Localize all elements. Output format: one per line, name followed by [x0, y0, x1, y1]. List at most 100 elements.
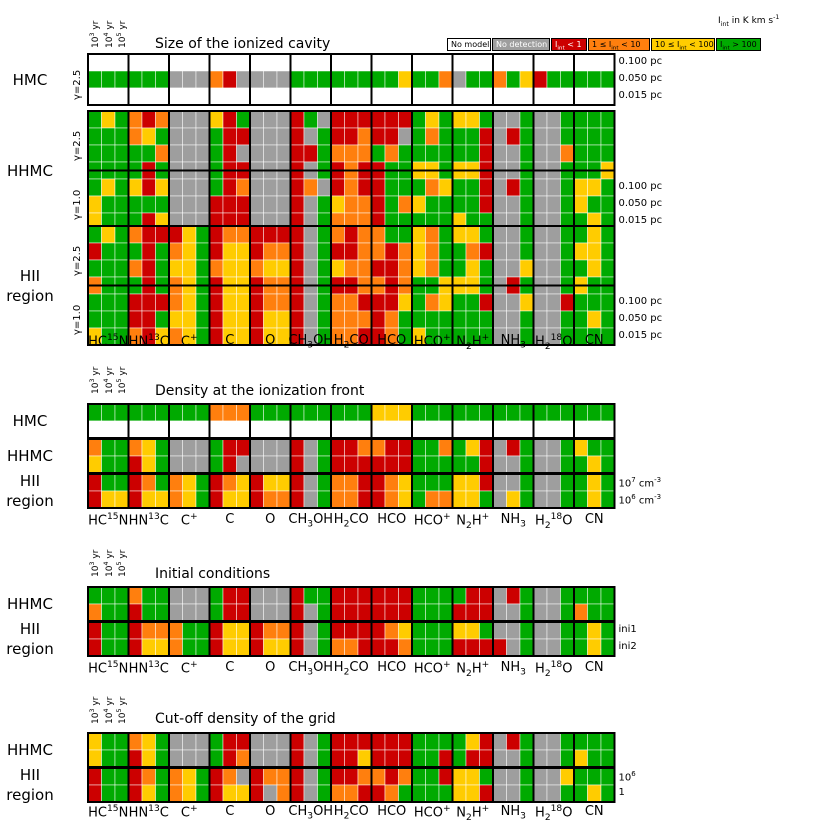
heatmap-cell [290, 70, 305, 89]
heatmap-cell [371, 144, 386, 163]
heatmap-cell [479, 178, 494, 197]
heatmap-cell [128, 767, 143, 786]
molecule-label: C [225, 512, 235, 527]
heatmap-cell [141, 127, 156, 146]
heatmap-cell [357, 293, 372, 312]
heatmap-cell [114, 403, 129, 422]
heatmap-cell [465, 403, 480, 422]
heatmap-cell [573, 767, 588, 786]
heatmap-cell [411, 403, 426, 422]
heatmap-cell [87, 259, 102, 278]
molecule-label: N2H+ [456, 512, 490, 531]
heatmap-cell [290, 110, 305, 129]
heatmap-cell [506, 455, 521, 474]
heatmap-cell [560, 490, 575, 509]
heatmap-cell [101, 87, 116, 106]
right-label: ini2 [618, 641, 637, 652]
heatmap-cell [290, 144, 305, 163]
heatmap-cell [101, 438, 116, 457]
heatmap-cell [195, 490, 210, 509]
heatmap-cell [303, 225, 318, 244]
heatmap-cell [384, 259, 399, 278]
heatmap-cell [195, 259, 210, 278]
heatmap-cell [114, 732, 129, 751]
heatmap-cell [546, 70, 561, 89]
heatmap-cell [479, 621, 494, 640]
heatmap-cell [141, 110, 156, 129]
heatmap-cell [452, 603, 467, 622]
heatmap-cell [384, 732, 399, 751]
heatmap-cell [492, 749, 507, 768]
heatmap-cell [168, 178, 183, 197]
heatmap-cell [249, 225, 264, 244]
heatmap-cell [209, 195, 224, 214]
heatmap-cell [303, 603, 318, 622]
heatmap-cell [438, 603, 453, 622]
heatmap-cell [411, 127, 426, 146]
heatmap-cell [560, 784, 575, 803]
heatmap-cell [276, 749, 291, 768]
heatmap-cell [519, 473, 534, 492]
heatmap-cell [195, 293, 210, 312]
heatmap-cell [263, 638, 278, 657]
heatmap-cell [263, 310, 278, 329]
heatmap-cell [438, 178, 453, 197]
heatmap-cell [371, 455, 386, 474]
gamma-label: γ=2.5 [72, 130, 83, 161]
heatmap-cell [303, 127, 318, 146]
heatmap-cell [155, 259, 170, 278]
heatmap-cell [101, 490, 116, 509]
heatmap-cell [236, 420, 251, 439]
heatmap-cell [479, 732, 494, 751]
molecule-label: N2H+ [456, 333, 490, 352]
heatmap-cell [479, 110, 494, 129]
gamma-label: γ=1.0 [72, 190, 83, 221]
heatmap-cell [263, 621, 278, 640]
heatmap-cell [290, 293, 305, 312]
legend-title: Iint in K km s-1 [718, 14, 780, 28]
heatmap-cell [317, 127, 332, 146]
heatmap-cell [195, 70, 210, 89]
heatmap-cell [114, 87, 129, 106]
heatmap-cell [492, 438, 507, 457]
heatmap-cell [398, 110, 413, 129]
heatmap-cell [344, 732, 359, 751]
heatmap-cell [452, 732, 467, 751]
heatmap-cell [303, 293, 318, 312]
heatmap-cell [236, 767, 251, 786]
heatmap-cell [573, 293, 588, 312]
heatmap-cell [87, 603, 102, 622]
heatmap-cell [506, 403, 521, 422]
heatmap-cell [465, 53, 480, 72]
heatmap-cell [357, 621, 372, 640]
heatmap-cell [411, 420, 426, 439]
heatmap-cell [222, 438, 237, 457]
heatmap-cell [519, 603, 534, 622]
heatmap-cell [465, 70, 480, 89]
heatmap-cell [533, 603, 548, 622]
legend-item-w: No model [447, 38, 491, 51]
heatmap-cell [506, 490, 521, 509]
heatmap-cell [533, 403, 548, 422]
right-label: ini1 [618, 624, 637, 635]
heatmap-cell [330, 195, 345, 214]
heatmap-cell [600, 749, 615, 768]
heatmap-cell [573, 110, 588, 129]
heatmap-cell [303, 420, 318, 439]
heatmap-cell [384, 603, 399, 622]
heatmap-cell [182, 767, 197, 786]
heatmap-cell [560, 638, 575, 657]
heatmap-cell [303, 438, 318, 457]
heatmap-cell [276, 621, 291, 640]
heatmap-cell [222, 490, 237, 509]
heatmap-cell [303, 144, 318, 163]
heatmap-cell [573, 127, 588, 146]
heatmap-cell [276, 110, 291, 129]
heatmap-cell [290, 621, 305, 640]
heatmap-block [87, 53, 616, 106]
molecule-label: CN [584, 804, 604, 819]
heatmap-cell [357, 784, 372, 803]
heatmap-cell [398, 242, 413, 261]
heatmap-cell [438, 767, 453, 786]
heatmap-cell [276, 586, 291, 605]
